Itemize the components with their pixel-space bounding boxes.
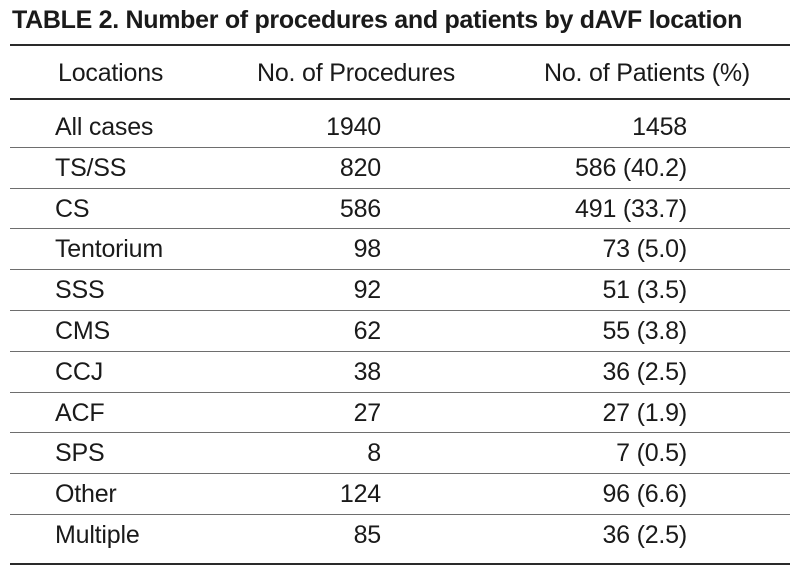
cell-patients: 36 (2.5) [602,521,687,549]
row-divider [10,269,790,271]
cell-patients: 27 (1.9) [602,398,687,427]
cell-procedures: 8 [367,439,381,468]
cell-location: TS/SS [55,153,127,182]
header-locations: Locations [58,59,164,87]
cell-patients: 1458 [632,113,687,141]
top-rule [10,44,790,46]
cell-patients: 7 (0.5) [616,439,687,468]
row-divider [10,432,790,434]
cell-procedures: 124 [339,480,381,509]
row-divider [10,473,790,475]
cell-patients: 96 (6.6) [602,480,687,509]
cell-patients: 73 (5.0) [602,235,687,264]
cell-procedures: 85 [353,521,382,549]
cell-location: SSS [55,276,105,305]
cell-procedures: 27 [353,398,382,427]
cell-location: Tentorium [55,235,163,264]
table-title: TABLE 2. Number of procedures and patien… [12,6,743,34]
row-divider [10,350,790,352]
cell-location: CMS [55,317,110,345]
cell-procedures: 62 [353,317,382,345]
cell-location: CS [55,194,90,223]
cell-procedures: 586 [339,194,381,223]
header-rule [10,98,790,100]
row-divider [10,391,790,393]
row-divider [10,514,790,515]
row-divider [10,228,790,230]
cell-patients: 36 (2.5) [602,357,687,386]
bottom-rule [10,563,790,565]
cell-patients: 51 (3.5) [602,276,687,305]
cell-patients: 586 (40.2) [575,153,687,182]
row-divider [10,187,790,189]
header-procedures: No. of Procedures [257,59,456,87]
cell-procedures: 38 [353,357,382,386]
cell-location: SPS [55,439,105,468]
cell-patients: 55 (3.8) [602,317,687,345]
cell-procedures: 1940 [326,113,381,141]
cell-location: CCJ [55,357,104,386]
cell-location: All cases [55,113,154,141]
cell-procedures: 92 [353,276,382,305]
cell-location: Multiple [55,521,140,549]
cell-location: Other [55,480,117,509]
header-patients: No. of Patients (%) [544,59,751,87]
cell-procedures: 98 [353,235,382,264]
cell-procedures: 820 [339,153,381,182]
row-divider [10,310,790,311]
cell-patients: 491 (33.7) [575,194,687,223]
cell-location: ACF [55,398,105,427]
row-divider [10,146,790,148]
